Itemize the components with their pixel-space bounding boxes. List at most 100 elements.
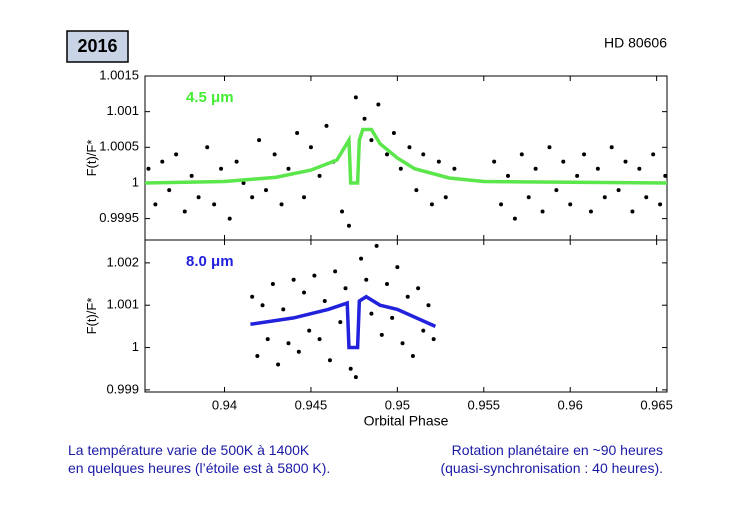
data-point (644, 195, 649, 200)
right-note: (quasi-synchronisation : 40 heures). (440, 460, 663, 476)
data-point (276, 362, 281, 367)
data-point (630, 209, 635, 214)
data-point (234, 159, 239, 164)
data-point (324, 123, 329, 128)
x-axis-label: Orbital Phase (364, 413, 449, 429)
plot-frame (144, 239, 668, 393)
data-point (196, 195, 201, 200)
y-tick-label: 1.001 (106, 103, 139, 118)
data-point (398, 166, 403, 171)
data-point (421, 328, 426, 333)
y-axis-label: F(t)/F* (84, 140, 99, 177)
data-point (364, 277, 369, 282)
data-point (263, 188, 268, 193)
data-point (205, 145, 210, 150)
data-point (241, 180, 246, 185)
x-tick-label: 0.965 (640, 397, 673, 412)
left-note: La température varie de 500K à 1400K (68, 442, 310, 458)
data-point (407, 145, 412, 150)
data-point (663, 173, 668, 178)
series-annotation: 8.0 μm (186, 253, 234, 270)
data-point (260, 303, 265, 308)
data-point (189, 173, 194, 178)
data-point (379, 332, 384, 337)
data-point (317, 173, 322, 178)
data-point (291, 277, 296, 282)
x-tick-label: 0.96 (558, 397, 583, 412)
left-note: en quelques heures (l’étoile est à 5800 … (68, 460, 330, 476)
data-point (384, 152, 389, 157)
object-name: HD 80606 (604, 35, 667, 51)
data-point (212, 202, 217, 207)
data-point (369, 311, 374, 316)
data-point (343, 286, 348, 291)
data-point (302, 290, 307, 295)
data-point (174, 152, 179, 157)
data-point (374, 243, 379, 248)
y-tick-label: 0.9995 (99, 210, 139, 225)
data-point (561, 159, 566, 164)
y-tick-label: 1.0015 (99, 67, 139, 82)
data-point (588, 209, 593, 214)
data-point (519, 152, 524, 157)
data-point (512, 216, 517, 221)
y-tick-label: 1.001 (106, 297, 139, 312)
data-point (153, 202, 158, 207)
model-curve (250, 294, 437, 350)
data-point (405, 294, 410, 299)
y-tick-label: 1.002 (106, 254, 139, 269)
data-point (575, 173, 580, 178)
data-point (658, 202, 663, 207)
data-point (414, 188, 419, 193)
data-point (146, 166, 151, 171)
data-point (359, 256, 364, 261)
data-point (533, 166, 538, 171)
data-point (340, 209, 345, 214)
data-point (322, 298, 327, 303)
data-point (348, 366, 353, 371)
data-point (265, 337, 270, 342)
data-point (602, 195, 607, 200)
data-point (400, 341, 405, 346)
data-point (296, 349, 301, 354)
data-point (609, 145, 614, 150)
data-point (362, 116, 367, 121)
x-tick-label: 0.95 (385, 397, 410, 412)
data-point (395, 265, 400, 270)
data-point (353, 95, 358, 100)
y-tick-label: 0.999 (106, 381, 139, 396)
data-point (250, 195, 255, 200)
data-point (227, 216, 232, 221)
right-note: Rotation planétaire en ~90 heures (452, 442, 663, 458)
data-point (257, 138, 262, 143)
data-point (250, 294, 255, 299)
data-point (540, 209, 545, 214)
data-point (281, 307, 286, 312)
data-point (312, 273, 317, 278)
data-point (338, 320, 343, 325)
x-tick-label: 0.955 (468, 397, 501, 412)
data-point (436, 159, 441, 164)
data-point (568, 202, 573, 207)
data-point (421, 152, 426, 157)
data-point (302, 195, 307, 200)
data-point (554, 188, 559, 193)
data-point (327, 358, 332, 363)
y-tick-label: 1.0005 (99, 139, 139, 154)
data-point (426, 303, 431, 308)
data-point (369, 138, 374, 143)
data-point (272, 152, 277, 157)
data-point (410, 354, 415, 359)
data-point (505, 173, 510, 178)
data-point (443, 195, 448, 200)
data-point (167, 188, 172, 193)
y-axis-label: F(t)/F* (84, 298, 99, 335)
data-point (582, 152, 587, 157)
x-tick-label: 0.94 (212, 397, 237, 412)
data-point (623, 159, 628, 164)
data-point (431, 337, 436, 342)
data-point (353, 375, 358, 380)
data-point (651, 152, 656, 157)
